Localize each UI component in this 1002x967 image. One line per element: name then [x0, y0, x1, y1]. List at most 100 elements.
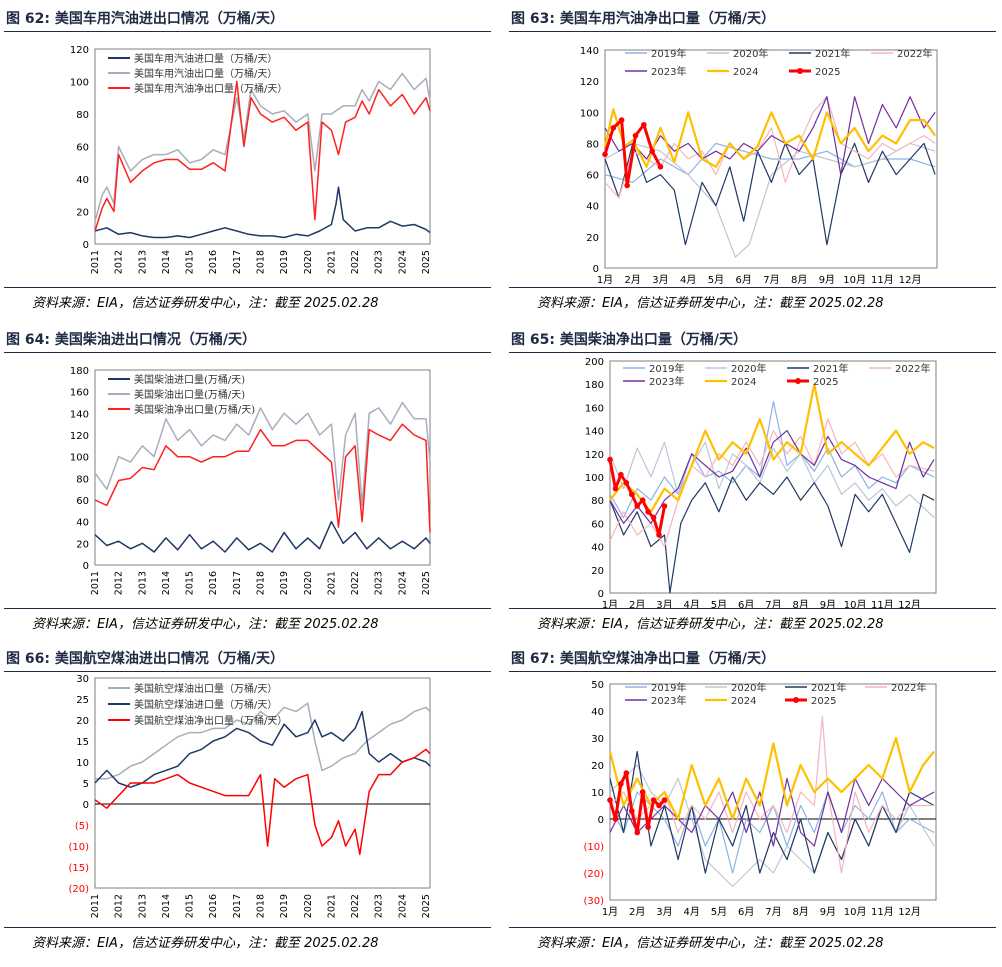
series-point: [661, 503, 668, 509]
y-tick-label: 40: [76, 518, 89, 529]
legend-label: 2025: [811, 696, 836, 707]
x-tick-label: 2022: [350, 250, 361, 274]
y-tick-label: 10: [591, 788, 604, 799]
source-rule: [509, 608, 996, 609]
x-tick-label: 2016: [208, 571, 219, 595]
series-point: [649, 148, 655, 155]
x-tick-label: 2020: [303, 250, 314, 274]
x-tick-label: 11月: [871, 274, 894, 286]
series-line-1: [604, 142, 936, 258]
series-point: [639, 789, 646, 795]
title-rule: [509, 671, 996, 672]
x-tick-label: 6月: [735, 274, 751, 286]
y-tick-label: 120: [70, 431, 89, 442]
x-tick-label: 2025: [421, 894, 432, 918]
series-point: [645, 824, 651, 830]
figure-title: 图 62: 美国车用汽油进出口情况（万桶/天）: [6, 11, 284, 27]
y-tick-label: 0: [83, 240, 89, 251]
panel-jetfuel-trade: 图 66: 美国航空煤油进出口情况（万桶/天） (20) (15) (10) (5) 0…: [0, 640, 491, 958]
x-tick-label: 7月: [765, 599, 781, 611]
source-rule: [4, 927, 491, 928]
x-tick-label: 3月: [652, 274, 668, 286]
x-tick-label: 6月: [738, 599, 754, 611]
series-point: [618, 781, 624, 787]
series-line-2: [94, 423, 431, 533]
x-tick-label: 1月: [597, 274, 613, 286]
series-line-1: [609, 441, 935, 519]
y-tick-label: 20: [76, 208, 89, 219]
chart-legend: 2019年 2020年 2021年 2022年 2023年 2024 2025: [625, 47, 932, 78]
series-point: [634, 829, 641, 836]
legend-label: 美国车用汽油进口量（万桶/天）: [134, 52, 277, 65]
x-tick-label: 2023: [374, 250, 385, 274]
x-tick-label: 2024: [397, 250, 408, 274]
legend-label: 美国柴油出口量(万桶/天): [134, 388, 245, 401]
y-tick-label: 20: [76, 539, 89, 550]
x-tick-label: 4月: [684, 906, 700, 918]
x-tick-label: 2016: [208, 894, 219, 918]
legend-label: 2020年: [733, 47, 768, 60]
legend-label: 2020年: [731, 362, 766, 375]
legend-label: 美国车用汽油出口量（万桶/天）: [134, 67, 277, 80]
legend-marker: [797, 68, 803, 74]
x-tick-label: 11月: [871, 906, 894, 918]
chart-legend: 美国航空煤油出口量（万桶/天） 美国航空煤油进口量（万桶/天） 美国航空煤油净出口量…: [108, 682, 287, 727]
x-tick-label: 10月: [843, 274, 866, 286]
y-tick-label: (30): [583, 896, 604, 907]
series-point: [612, 816, 619, 822]
title-rule: [4, 31, 491, 32]
series-point: [632, 132, 639, 139]
chart-diesel-net-exports: 0 20 40 60 80 100 120 140 160 180 200 1月 2月 3月 4月 5月 6月 7…: [585, 357, 937, 611]
y-tick-label: 60: [76, 496, 89, 507]
x-tick-label: 2020: [303, 571, 314, 595]
source-note: 资料来源：EIA，信达证券研发中心，注：截至 2025.02.28: [537, 617, 884, 632]
y-tick-label: 0: [598, 815, 604, 826]
y-tick-label: 20: [76, 716, 89, 727]
series-line-4: [604, 96, 936, 176]
source-note: 资料来源：EIA，信达证券研发中心，注：截至 2025.02.28: [32, 296, 379, 311]
series-line-0: [95, 702, 431, 780]
y-tick-label: 0: [83, 800, 89, 811]
panel-gasoline-trade: 图 62: 美国车用汽油进出口情况（万桶/天） 0 20 40 60 80 100 120 2…: [0, 0, 491, 318]
y-tick-label: 25: [76, 695, 89, 706]
series-point: [645, 509, 651, 515]
y-tick-label: (10): [583, 842, 604, 853]
x-tick-label: 2024: [397, 894, 408, 918]
y-tick-label: 120: [580, 77, 599, 88]
series-line-3: [609, 418, 935, 548]
y-tick-label: (20): [583, 869, 604, 880]
x-tick-label: 2018: [255, 894, 266, 918]
y-tick-label: 80: [591, 496, 604, 507]
y-tick-label: 160: [70, 388, 89, 399]
chart-diesel-trade: 0 20 40 60 80 100 120 140 160 180 2011 2012 2013 2014…: [70, 366, 432, 595]
figure-title: 图 63: 美国车用汽油净出口量（万桶/天）: [511, 11, 775, 27]
legend-label: 2022年: [891, 681, 926, 694]
x-tick-label: 2月: [629, 599, 645, 611]
series-line-1: [94, 72, 431, 222]
x-tick-label: 2015: [185, 250, 196, 274]
plot-frame: [94, 369, 431, 566]
y-tick-label: 0: [83, 561, 89, 572]
legend-label: 2021年: [811, 681, 846, 694]
legend-label: 2021年: [815, 47, 850, 60]
x-tick-label: 9月: [820, 906, 836, 918]
y-tick-label: 100: [580, 108, 599, 119]
y-tick-label: 180: [585, 380, 604, 391]
y-tick-label: 15: [76, 737, 89, 748]
x-tick-label: 11月: [871, 599, 894, 611]
y-tick-label: 40: [586, 202, 599, 213]
legend-label: 美国车用汽油净出口量（万桶/天）: [134, 82, 287, 95]
legend-label: 美国柴油进口量(万桶/天): [134, 373, 245, 386]
series-line-1: [94, 401, 431, 507]
panel-gasoline-net-exports: 图 63: 美国车用汽油净出口量（万桶/天） 0 20 40 60 80 100 120 14…: [505, 0, 996, 318]
plot-frame: [609, 683, 937, 901]
panel-jetfuel-net-exports: 图 67: 美国航空煤油净出口量（万桶/天） (30) (20) (10) 0 10 20…: [505, 640, 996, 958]
x-tick-label: 2015: [185, 571, 196, 595]
chart-legend: 2019年 2020年 2021年 2022年 2023年 2024 2025: [625, 681, 926, 707]
y-tick-label: 60: [76, 143, 89, 154]
x-tick-label: 2018: [255, 571, 266, 595]
x-tick-label: 2016: [208, 250, 219, 274]
x-tick-label: 3月: [656, 906, 672, 918]
x-tick-label: 12月: [898, 906, 921, 918]
series-point: [628, 491, 635, 498]
